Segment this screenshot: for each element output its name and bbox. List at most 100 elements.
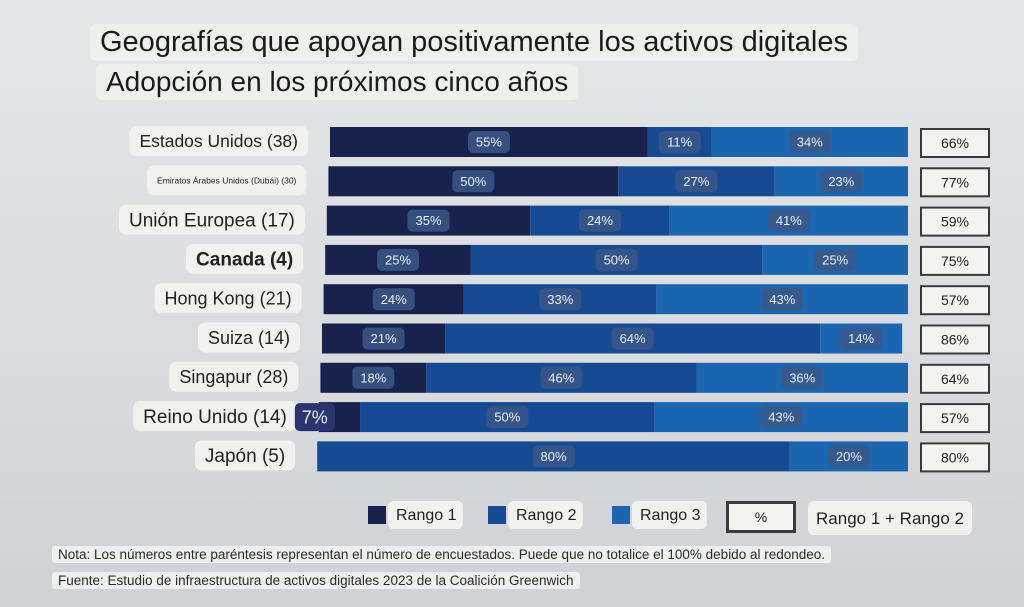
data-label: 34% bbox=[797, 135, 823, 150]
data-label: 41% bbox=[776, 213, 802, 228]
data-label-pill bbox=[827, 445, 870, 468]
category-label: Hong Kong (21) bbox=[165, 289, 292, 309]
data-label-pill bbox=[611, 327, 654, 350]
data-label-pill bbox=[675, 170, 718, 193]
total-box bbox=[922, 130, 988, 156]
total-label: 80% bbox=[941, 449, 969, 465]
total-box bbox=[922, 444, 988, 471]
data-label: 25% bbox=[385, 252, 411, 267]
total-label: 66% bbox=[941, 135, 969, 151]
data-label-pill bbox=[407, 209, 450, 232]
legend-total-label: Rango 1 + Rango 2 bbox=[816, 509, 964, 528]
chart-title: Geografías que apoyan positivamente los … bbox=[90, 24, 858, 61]
legend-swatch bbox=[612, 506, 630, 524]
total-box bbox=[922, 287, 988, 314]
data-label-pill bbox=[840, 327, 883, 350]
legend-total-pill bbox=[808, 501, 972, 535]
data-label: 50% bbox=[460, 174, 486, 189]
total-label: 77% bbox=[941, 174, 969, 190]
total-label: 64% bbox=[941, 371, 969, 387]
total-label: 86% bbox=[941, 332, 969, 348]
category-pill bbox=[129, 126, 308, 156]
data-label: 64% bbox=[620, 331, 646, 346]
legend-label-pill bbox=[388, 501, 463, 529]
data-label: 50% bbox=[604, 252, 630, 267]
data-label-pill bbox=[352, 366, 395, 389]
category-pill bbox=[186, 243, 304, 274]
total-label: 75% bbox=[941, 253, 969, 269]
category-pill bbox=[169, 361, 299, 392]
category-label: Emiratos Árabes Unidos (Dubái) (30) bbox=[157, 175, 297, 185]
data-label: 24% bbox=[587, 213, 613, 228]
chart-subtitle: Adopción en los próximos cinco años bbox=[96, 64, 579, 100]
data-label: 23% bbox=[828, 174, 854, 189]
data-label: 43% bbox=[769, 292, 795, 307]
legend-label-pill bbox=[632, 501, 707, 529]
data-label-pill bbox=[761, 288, 804, 311]
data-label: 24% bbox=[381, 292, 407, 307]
data-label: 80% bbox=[541, 449, 567, 464]
category-label: Canada (4) bbox=[196, 250, 293, 271]
category-pill bbox=[197, 322, 300, 353]
data-label-pill bbox=[820, 170, 863, 193]
data-label: 11% bbox=[667, 135, 692, 150]
category-label: Estados Unidos (38) bbox=[139, 131, 298, 151]
data-label: 14% bbox=[848, 331, 874, 346]
data-label: 21% bbox=[371, 331, 397, 346]
data-label-pill bbox=[595, 248, 638, 271]
data-label-pill bbox=[486, 406, 529, 429]
source-note: Fuente: Estudio de infraestructura de ac… bbox=[52, 572, 580, 589]
legend-percent-box bbox=[729, 504, 793, 530]
data-label-pill bbox=[532, 445, 575, 468]
category-pill bbox=[133, 401, 297, 432]
legend-label: Rango 1 bbox=[396, 507, 457, 524]
data-label: 35% bbox=[415, 213, 441, 228]
total-box bbox=[922, 247, 988, 274]
data-label-pill bbox=[294, 403, 335, 432]
legend-label: Rango 2 bbox=[516, 507, 577, 524]
data-label: 20% bbox=[836, 449, 862, 464]
total-label: 59% bbox=[941, 214, 969, 230]
legend-swatch bbox=[368, 506, 386, 524]
category-pill bbox=[147, 165, 307, 196]
data-label-pill bbox=[578, 209, 621, 232]
data-label: 43% bbox=[768, 410, 794, 425]
category-label: Suiza (14) bbox=[208, 328, 290, 348]
data-label-pill bbox=[377, 248, 420, 271]
data-label-pill bbox=[814, 248, 857, 271]
category-label: Japón (5) bbox=[205, 446, 285, 467]
total-box bbox=[922, 169, 988, 196]
legend-label-pill bbox=[508, 501, 583, 529]
data-label: 33% bbox=[547, 292, 573, 307]
data-label-pill bbox=[372, 288, 415, 311]
category-pill bbox=[118, 204, 305, 235]
total-box bbox=[922, 365, 988, 392]
data-label-pill bbox=[362, 327, 405, 350]
data-label-pill bbox=[788, 131, 831, 153]
total-box bbox=[922, 208, 988, 235]
total-box bbox=[922, 405, 988, 432]
data-label-pill bbox=[539, 288, 582, 311]
category-label: Unión Europea (17) bbox=[129, 210, 295, 231]
data-label: 46% bbox=[548, 370, 574, 385]
legend-swatch bbox=[488, 506, 506, 524]
data-label-pill bbox=[658, 131, 701, 153]
data-label: 36% bbox=[789, 370, 815, 385]
category-label: Singapur (28) bbox=[179, 367, 288, 387]
data-label-pill bbox=[760, 406, 803, 429]
data-label: 18% bbox=[360, 370, 386, 385]
category-label: Reino Unido (14) bbox=[143, 407, 287, 428]
data-label-pill bbox=[767, 209, 810, 232]
data-label-pill bbox=[540, 366, 583, 389]
data-label-pill bbox=[781, 366, 824, 389]
data-label: 25% bbox=[822, 252, 848, 267]
total-box bbox=[922, 326, 988, 353]
data-label-pill bbox=[467, 131, 510, 153]
footnote: Nota: Los números entre paréntesis repre… bbox=[52, 546, 832, 563]
total-label: 57% bbox=[941, 292, 969, 308]
data-label-pill bbox=[452, 170, 495, 193]
legend-label: Rango 3 bbox=[640, 507, 701, 524]
data-label: 55% bbox=[476, 135, 502, 150]
category-pill bbox=[194, 440, 296, 471]
